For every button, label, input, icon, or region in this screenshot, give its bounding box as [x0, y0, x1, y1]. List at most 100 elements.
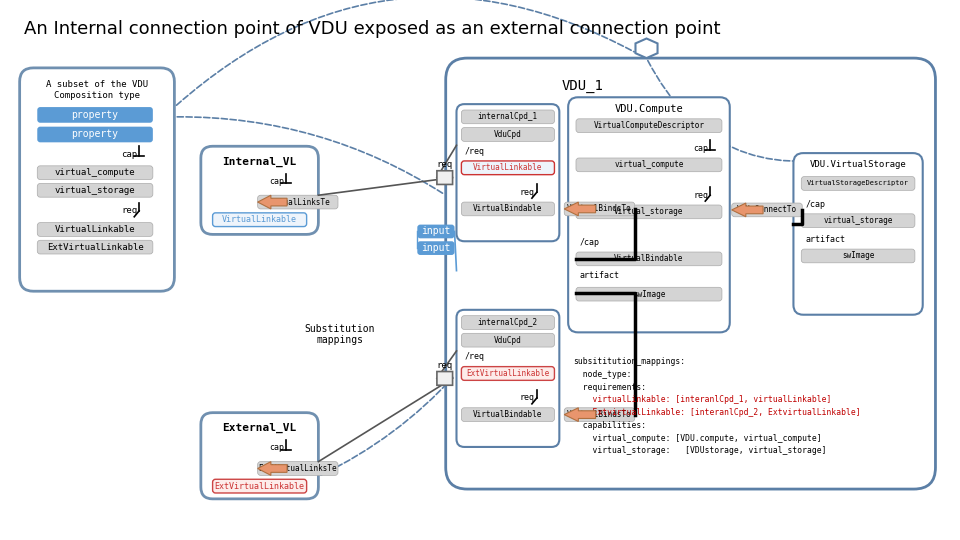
FancyBboxPatch shape: [802, 177, 915, 190]
Polygon shape: [636, 38, 658, 58]
FancyBboxPatch shape: [732, 203, 803, 217]
Text: VDU.VirtualStorage: VDU.VirtualStorage: [809, 160, 906, 170]
Text: cap: cap: [638, 44, 655, 53]
Text: A subset of the VDU: A subset of the VDU: [46, 80, 148, 89]
Text: req: req: [437, 361, 453, 370]
Text: swImage: swImage: [633, 289, 665, 299]
FancyBboxPatch shape: [437, 372, 452, 385]
Text: req: req: [520, 394, 535, 402]
Text: req: req: [520, 188, 535, 197]
Text: internalCpd_2: internalCpd_2: [478, 318, 538, 327]
Polygon shape: [564, 202, 595, 216]
FancyBboxPatch shape: [462, 367, 555, 380]
Text: VirtualStorageDescriptor: VirtualStorageDescriptor: [807, 180, 909, 186]
Text: subsititution_mappings:: subsititution_mappings:: [573, 357, 685, 366]
Text: requirements:: requirements:: [573, 383, 646, 391]
FancyBboxPatch shape: [564, 408, 635, 422]
Text: Internal_VL: Internal_VL: [223, 157, 297, 167]
Text: cap: cap: [269, 443, 284, 453]
FancyBboxPatch shape: [437, 171, 452, 185]
Text: /req: /req: [465, 147, 485, 156]
FancyBboxPatch shape: [19, 68, 175, 291]
FancyBboxPatch shape: [462, 316, 555, 329]
FancyBboxPatch shape: [462, 110, 555, 124]
FancyBboxPatch shape: [793, 153, 923, 315]
Text: swImage: swImage: [842, 252, 875, 260]
Text: Composition type: Composition type: [54, 91, 140, 100]
Text: VirtualBindable: VirtualBindable: [614, 254, 684, 264]
Text: ExtVirtualLinkable: ExtVirtualLinkable: [47, 242, 143, 252]
Text: ExtVirtualLinkable: ExtVirtualLinkable: [467, 369, 549, 378]
Text: property: property: [72, 130, 119, 139]
Text: VirtualLinksTe: VirtualLinksTe: [266, 198, 330, 207]
FancyBboxPatch shape: [576, 158, 722, 172]
Text: virtual_storage: virtual_storage: [55, 186, 135, 195]
FancyBboxPatch shape: [462, 202, 555, 216]
FancyBboxPatch shape: [568, 97, 730, 332]
Text: VirtualComputeDescriptor: VirtualComputeDescriptor: [593, 121, 705, 130]
FancyBboxPatch shape: [802, 249, 915, 263]
FancyBboxPatch shape: [257, 195, 338, 209]
Text: ExtvirtualLinkable: [interanlCpd_2, ExtvirtualLinkable]: ExtvirtualLinkable: [interanlCpd_2, Extv…: [573, 408, 861, 417]
FancyBboxPatch shape: [457, 104, 560, 241]
Text: VduCpd: VduCpd: [494, 130, 522, 139]
Text: input: input: [421, 226, 450, 237]
FancyBboxPatch shape: [802, 214, 915, 227]
Text: req: req: [121, 206, 137, 215]
Text: cap: cap: [269, 177, 284, 186]
Text: cap: cap: [693, 144, 708, 153]
FancyBboxPatch shape: [418, 241, 454, 255]
Text: Virtual_storage: Virtual_storage: [614, 207, 684, 217]
Text: VDU_1: VDU_1: [562, 78, 604, 92]
Polygon shape: [257, 195, 287, 209]
FancyBboxPatch shape: [445, 58, 935, 489]
Text: /cap: /cap: [580, 238, 600, 247]
FancyBboxPatch shape: [37, 184, 153, 197]
Text: artifact: artifact: [580, 271, 620, 280]
Text: req: req: [437, 160, 453, 170]
FancyBboxPatch shape: [576, 287, 722, 301]
FancyBboxPatch shape: [201, 413, 319, 499]
Text: property: property: [72, 110, 119, 120]
Text: virtual_storage:   [VDUstorage, virtual_storage]: virtual_storage: [VDUstorage, virtual_st…: [573, 447, 827, 455]
Text: VDU.Compute: VDU.Compute: [614, 104, 684, 114]
Text: virtual_compute: virtual_compute: [614, 160, 684, 170]
FancyBboxPatch shape: [37, 222, 153, 237]
Text: An Internal connection point of VDU exposed as an external connection point: An Internal connection point of VDU expo…: [24, 20, 720, 38]
Text: VirtualLinkable: VirtualLinkable: [473, 163, 542, 172]
FancyBboxPatch shape: [462, 127, 555, 141]
Text: capabilities:: capabilities:: [573, 421, 646, 430]
FancyBboxPatch shape: [212, 480, 306, 493]
FancyBboxPatch shape: [418, 225, 454, 238]
FancyBboxPatch shape: [37, 127, 153, 143]
FancyBboxPatch shape: [37, 166, 153, 180]
Polygon shape: [257, 462, 287, 475]
Text: VirtualLinkable: VirtualLinkable: [55, 225, 135, 234]
FancyBboxPatch shape: [462, 408, 555, 422]
Text: virtual_storage: virtual_storage: [824, 216, 893, 225]
Text: /req: /req: [465, 352, 485, 361]
FancyBboxPatch shape: [576, 119, 722, 132]
Polygon shape: [732, 203, 763, 217]
FancyBboxPatch shape: [457, 310, 560, 447]
Text: /cap: /cap: [805, 200, 826, 208]
FancyBboxPatch shape: [462, 161, 555, 174]
Text: artifact: artifact: [805, 235, 845, 244]
Text: VduCpd: VduCpd: [494, 336, 522, 345]
Text: virtualLinkable: [interanlCpd_1, virtualLinkable]: virtualLinkable: [interanlCpd_1, virtual…: [573, 395, 831, 404]
Text: ExtVirtualLinkable: ExtVirtualLinkable: [215, 482, 304, 491]
Text: VirtualBindsTo: VirtualBindsTo: [567, 410, 632, 419]
Text: VDU.ConnectTo: VDU.ConnectTo: [737, 205, 797, 214]
FancyBboxPatch shape: [37, 107, 153, 123]
FancyBboxPatch shape: [201, 146, 319, 234]
FancyBboxPatch shape: [462, 333, 555, 347]
Text: VirtualBindable: VirtualBindable: [473, 205, 542, 213]
FancyBboxPatch shape: [257, 462, 338, 475]
Text: input: input: [421, 243, 450, 253]
Text: virtual_compute: [VDU.compute, virtual_compute]: virtual_compute: [VDU.compute, virtual_c…: [573, 434, 822, 443]
Text: virtual_compute: virtual_compute: [55, 168, 135, 177]
FancyBboxPatch shape: [576, 205, 722, 219]
Text: internalCpd_1: internalCpd_1: [478, 112, 538, 122]
Text: Substitution
mappings: Substitution mappings: [304, 323, 375, 345]
Text: req: req: [693, 191, 708, 200]
